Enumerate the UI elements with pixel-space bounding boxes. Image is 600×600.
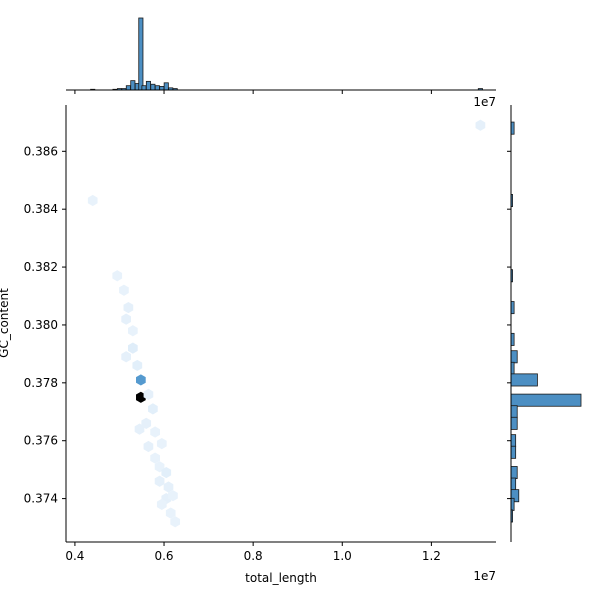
hexbin-layer [87, 119, 486, 528]
x-offset-label-bottom: 1e7 [473, 569, 496, 583]
hexbin [127, 342, 138, 354]
y-tick-label: 0.386 [24, 144, 58, 158]
hexbin [170, 516, 181, 528]
marginal-y-bar [510, 350, 518, 364]
marginal-x-histogram [90, 17, 483, 91]
hexbin [119, 284, 129, 296]
x-tick-label: 1.0 [333, 549, 352, 563]
marginal-x-bar [159, 86, 165, 91]
y-tick-label: 0.378 [24, 376, 58, 390]
marginal-y-bar [510, 477, 517, 491]
marginal-y-bar [510, 373, 538, 387]
marginal-y-bar [510, 434, 517, 448]
x-axis-label: total_length [245, 571, 317, 585]
hexbin [127, 325, 138, 337]
hexbin [123, 301, 134, 314]
y-tick-label: 0.384 [24, 202, 58, 216]
marginal-x-bar [154, 85, 160, 91]
marginal-x-bar [130, 80, 136, 91]
marginal-y-ticks [507, 150, 511, 500]
x-tick-label: 0.6 [154, 549, 173, 563]
hexbin [148, 403, 158, 415]
marginal-x-bar [125, 85, 131, 91]
hexbin [134, 423, 145, 435]
x-tick-label: 0.8 [244, 549, 263, 563]
y-tick-label: 0.374 [24, 492, 58, 506]
y-tick-label: 0.380 [24, 318, 58, 332]
marginal-y-bar [510, 393, 582, 407]
marginal-x-bar [138, 17, 144, 91]
marginal-x-bar [145, 80, 151, 91]
hexbin [475, 119, 486, 131]
hexbin [168, 490, 178, 502]
hexbin [156, 498, 167, 510]
hexbin [87, 194, 98, 207]
hexbin [121, 313, 132, 325]
marginal-x-bar [163, 82, 169, 91]
x-offset-label-top: 1e7 [473, 95, 496, 109]
x-tick-label: 0.4 [65, 549, 84, 563]
hexbin [112, 270, 123, 282]
y-tick-label: 0.376 [24, 434, 58, 448]
hexbin [154, 475, 165, 487]
marginal-y-bar [510, 416, 518, 430]
marginal-x-ticks [74, 90, 432, 94]
marginal-x-bar [150, 83, 156, 91]
marginal-y-bar [510, 466, 518, 480]
hexbin [150, 426, 160, 438]
y-axis-ticks: 0.374 0.376 0.378 0.380 0.382 0.384 0.386 [24, 144, 66, 506]
hexbin [150, 452, 160, 464]
hexbin [136, 391, 146, 403]
hexbin [143, 440, 154, 453]
hexbin [136, 374, 146, 386]
hexbin [165, 507, 176, 519]
marginal-y-bar [510, 405, 518, 419]
marginal-y-histogram [510, 121, 582, 523]
hexbin [163, 481, 174, 493]
hexbin [161, 466, 172, 479]
marginal-x-bar [141, 85, 147, 91]
hexbin [156, 438, 167, 450]
x-tick-label: 1.2 [422, 549, 441, 563]
y-tick-label: 0.382 [24, 260, 58, 274]
marginal-y-bar [510, 445, 517, 459]
hexbin [121, 351, 132, 363]
x-axis-ticks: 0.4 0.6 0.8 1.0 1.2 [65, 542, 441, 563]
y-axis-label: GC_content [0, 288, 11, 358]
hexbin [132, 359, 143, 372]
hexbin [143, 388, 154, 400]
